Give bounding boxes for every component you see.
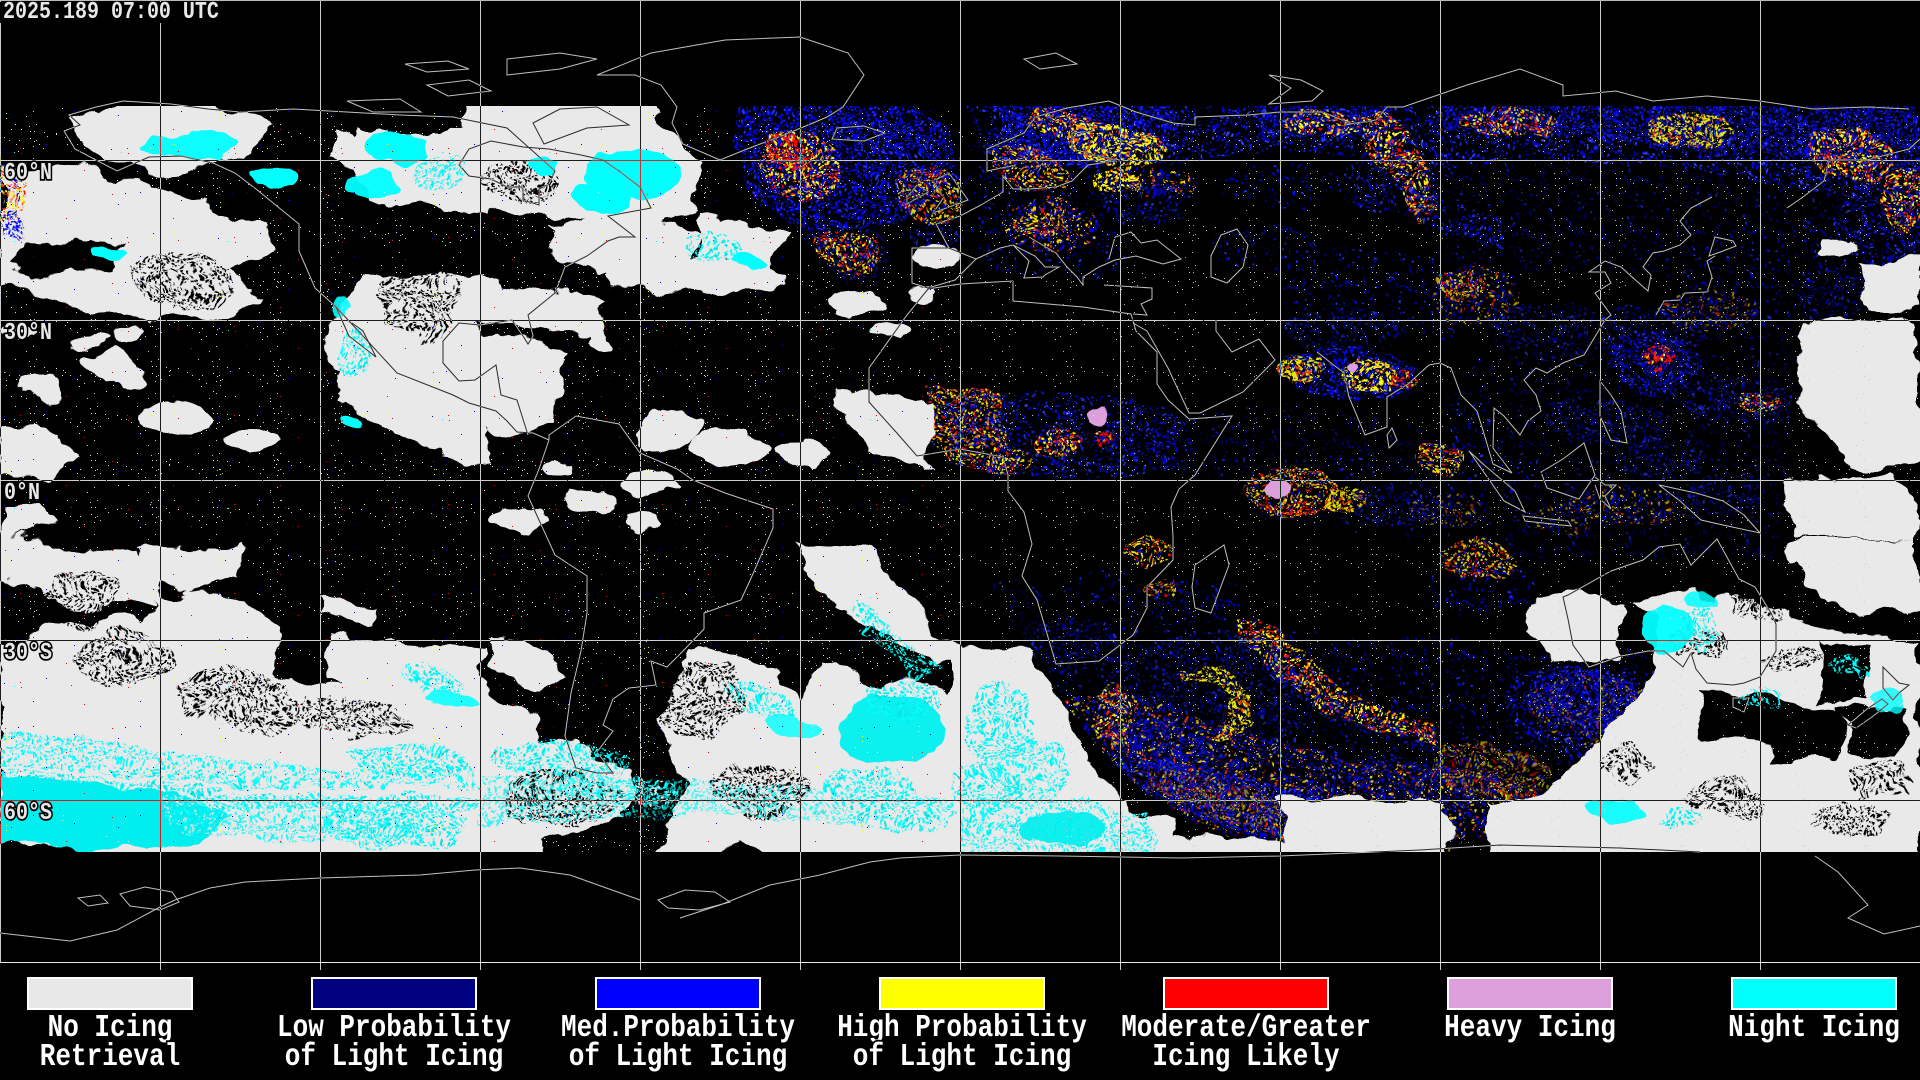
svg-text:30°N: 30°N	[4, 319, 52, 346]
svg-text:Retrieval: Retrieval	[40, 1039, 180, 1075]
svg-text:2025.189 07:00 UTC: 2025.189 07:00 UTC	[3, 0, 219, 26]
svg-text:60°S: 60°S	[4, 799, 52, 826]
svg-text:Low Probability: Low Probability	[277, 1010, 511, 1046]
svg-text:Med.Probability: Med.Probability	[561, 1010, 795, 1046]
svg-text:0°N: 0°N	[4, 479, 40, 506]
svg-text:of Light Icing: of Light Icing	[853, 1039, 1071, 1075]
svg-text:Icing Likely: Icing Likely	[1152, 1039, 1339, 1075]
svg-text:No Icing: No Icing	[48, 1010, 173, 1046]
svg-text:Night Icing: Night Icing	[1728, 1010, 1900, 1046]
svg-text:Moderate/Greater: Moderate/Greater	[1121, 1010, 1371, 1046]
svg-text:High Probability: High Probability	[837, 1010, 1087, 1046]
svg-text:of Light Icing: of Light Icing	[285, 1039, 503, 1075]
svg-text:60°N: 60°N	[4, 159, 52, 186]
svg-text:30°S: 30°S	[4, 639, 52, 666]
svg-text:Heavy Icing: Heavy Icing	[1444, 1010, 1616, 1046]
svg-text:of Light Icing: of Light Icing	[569, 1039, 787, 1075]
